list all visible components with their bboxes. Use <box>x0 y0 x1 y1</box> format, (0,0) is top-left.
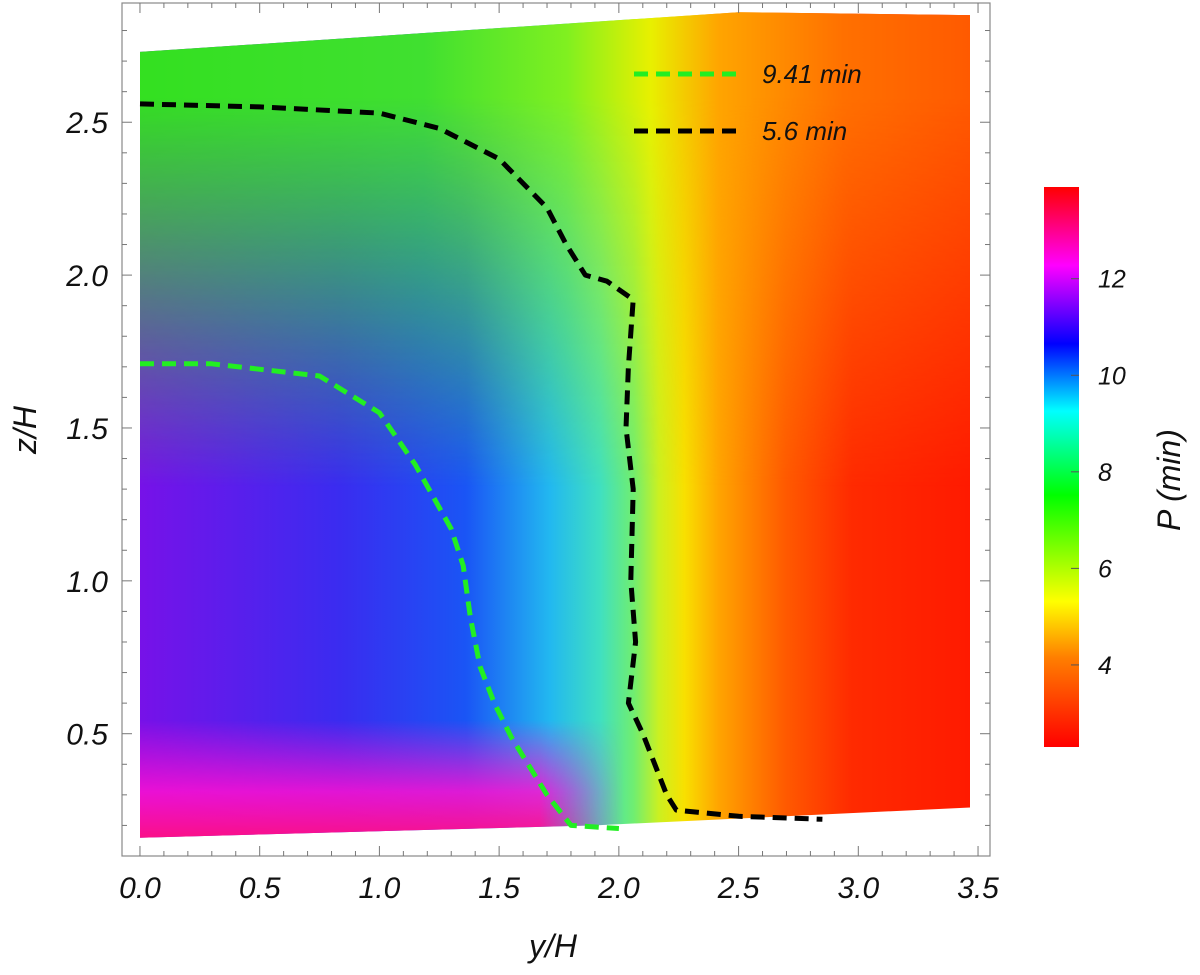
heatmap-field <box>140 12 970 838</box>
x-tick-label: 0.0 <box>119 872 161 905</box>
x-tick-label: 2.5 <box>717 872 760 905</box>
plot-frame <box>121 2 991 857</box>
colorbar-tick-label: 10 <box>1098 362 1126 390</box>
y-tick-label: 0.5 <box>66 719 108 752</box>
colorbar-label: P (min) <box>1151 429 1187 531</box>
legend-label-5-6: 5.6 min <box>762 116 847 146</box>
colorbar-gradient <box>1044 187 1079 747</box>
y-axis-label: z/H <box>7 405 43 455</box>
y-tick-label: 1.5 <box>66 413 108 446</box>
legend: 9.41 min 5.6 min <box>634 59 862 146</box>
x-tick-label: 3.5 <box>957 872 999 905</box>
y-tick-label: 2.0 <box>65 260 108 293</box>
colorbar-tick-label: 8 <box>1098 459 1112 487</box>
colorbar-tick-label: 4 <box>1098 652 1112 680</box>
colorbar: 4 6 8 10 12 P (min) <box>1044 187 1187 747</box>
contour-9-41-min <box>140 361 620 831</box>
frame-ticks <box>122 3 990 856</box>
y-tick-label: 2.5 <box>65 107 108 140</box>
x-tick-label: 1.0 <box>359 872 401 905</box>
x-axis-label: y/H <box>527 928 578 964</box>
x-tick-label: 2.0 <box>597 872 640 905</box>
legend-label-9-41: 9.41 min <box>762 59 862 89</box>
x-tick-labels: 0.0 0.5 1.0 1.5 2.0 2.5 3.0 3.5 <box>119 872 999 905</box>
x-tick-label: 1.5 <box>478 872 520 905</box>
colorbar-tick-label: 12 <box>1098 266 1126 294</box>
y-tick-label: 1.0 <box>66 566 108 599</box>
x-tick-label: 3.0 <box>837 872 879 905</box>
colorbar-tick-label: 6 <box>1098 555 1112 583</box>
contour-lines <box>139 101 823 831</box>
colorbar-ticks: 4 6 8 10 12 <box>1071 266 1126 680</box>
x-tick-label: 0.5 <box>239 872 281 905</box>
y-tick-labels: 0.5 1.0 1.5 2.0 2.5 <box>65 107 108 751</box>
